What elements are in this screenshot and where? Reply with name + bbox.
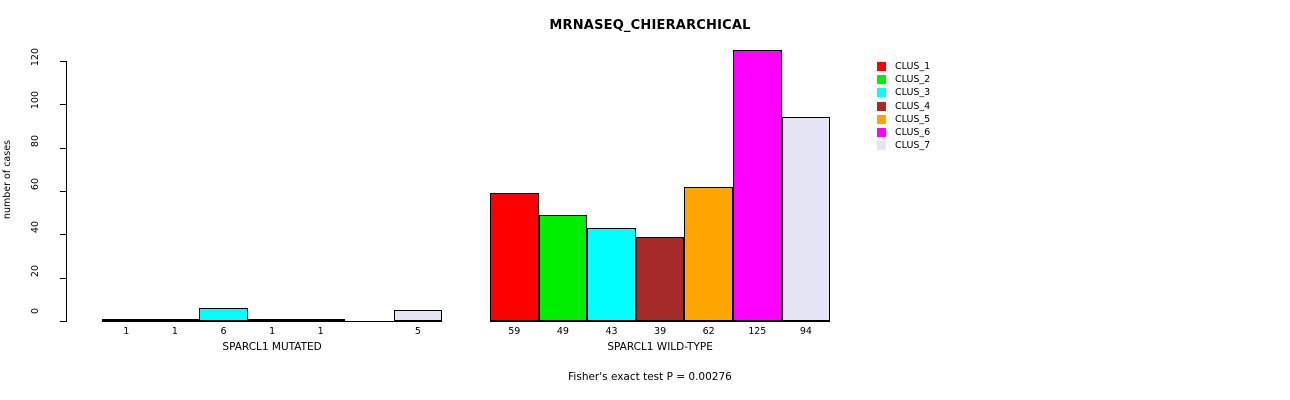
bar-value-label: 43 xyxy=(605,326,618,337)
bar xyxy=(684,186,733,321)
legend-item-clus_3: CLUS_3 xyxy=(876,86,930,99)
bar-value-label: 59 xyxy=(508,326,521,337)
y-axis-tick-label: 40 xyxy=(30,221,41,234)
chart-title-text: MRNASEQ_CHIERARCHICAL xyxy=(549,18,751,33)
group-baseline xyxy=(490,321,831,322)
bar-value-label: 1 xyxy=(317,326,324,337)
group-caption: SPARCL1 WILD-TYPE xyxy=(607,341,713,353)
bar xyxy=(538,214,588,321)
bar-value-label: 1 xyxy=(171,326,178,337)
bar-value-label: 1 xyxy=(269,326,276,337)
bar-value-label: 39 xyxy=(654,326,667,337)
y-axis-tick-mark xyxy=(60,191,67,192)
legend-swatch-icon xyxy=(876,61,887,73)
bar xyxy=(102,318,151,321)
bar xyxy=(150,318,200,321)
legend-item-label: CLUS_6 xyxy=(895,127,931,139)
y-axis-tick-label: 60 xyxy=(30,178,41,191)
group-baseline xyxy=(102,321,443,322)
y-axis-tick-mark xyxy=(60,61,67,62)
y-axis-tick-label: 20 xyxy=(30,264,41,277)
legend-item-clus_5: CLUS_5 xyxy=(876,113,930,126)
bar-value-label: 1 xyxy=(123,326,130,337)
y-axis-title: number of cases xyxy=(2,140,13,220)
legend-item-clus_2: CLUS_2 xyxy=(876,73,930,86)
legend-item-label: CLUS_2 xyxy=(895,74,931,86)
chart-title: MRNASEQ_CHIERARCHICAL xyxy=(0,18,1290,33)
bar-value-label: 49 xyxy=(556,326,569,337)
legend-swatch-icon xyxy=(876,100,887,112)
bar-value-label: 94 xyxy=(799,326,812,337)
bar xyxy=(587,227,636,321)
legend-item-clus_6: CLUS_6 xyxy=(876,126,930,139)
bar xyxy=(733,50,782,321)
bar xyxy=(199,308,248,321)
bar-value-label: 125 xyxy=(748,326,767,337)
legend-item-label: CLUS_1 xyxy=(895,61,931,73)
y-axis-tick-label: 0 xyxy=(30,308,41,315)
bar-value-label: 6 xyxy=(220,326,227,337)
legend-item-clus_7: CLUS_7 xyxy=(876,139,930,152)
y-axis-tick-mark xyxy=(60,234,67,236)
legend-item-label: CLUS_3 xyxy=(895,87,931,99)
bar xyxy=(247,318,297,321)
bar xyxy=(490,193,539,321)
legend-swatch-icon xyxy=(876,87,887,99)
legend-item-label: CLUS_4 xyxy=(895,100,931,112)
bar xyxy=(296,318,345,321)
y-axis-tick-mark xyxy=(60,104,67,106)
bar-value-label: 5 xyxy=(414,326,421,337)
bar xyxy=(781,117,831,321)
legend-swatch-icon xyxy=(876,74,887,86)
bar-value-label: 62 xyxy=(702,326,715,337)
legend-item-clus_4: CLUS_4 xyxy=(876,100,930,113)
y-axis-tick-label: 120 xyxy=(30,48,41,67)
y-axis-tick-label: 100 xyxy=(30,91,41,110)
legend: CLUS_1 CLUS_2 CLUS_3 CLUS_4 CLUS_5 CLUS_6 CLUS… xyxy=(876,60,930,152)
y-axis-tick-mark xyxy=(60,321,67,322)
y-axis-tick-label: 80 xyxy=(30,134,41,147)
y-axis-tick-mark xyxy=(60,147,67,149)
legend-item-label: CLUS_5 xyxy=(895,113,931,125)
legend-swatch-icon xyxy=(876,113,887,125)
legend-swatch-icon xyxy=(876,127,887,139)
bar xyxy=(635,236,685,321)
legend-item-label: CLUS_7 xyxy=(895,140,931,152)
footer-note-text: Fisher's exact test P = 0.00276 xyxy=(568,371,732,383)
legend-item-clus_1: CLUS_1 xyxy=(876,60,930,73)
y-axis-tick-mark xyxy=(60,277,67,279)
bar xyxy=(393,310,443,321)
group-caption: SPARCL1 MUTATED xyxy=(222,341,322,353)
legend-swatch-icon xyxy=(876,140,887,152)
footer-note: Fisher's exact test P = 0.00276 xyxy=(0,371,1290,383)
